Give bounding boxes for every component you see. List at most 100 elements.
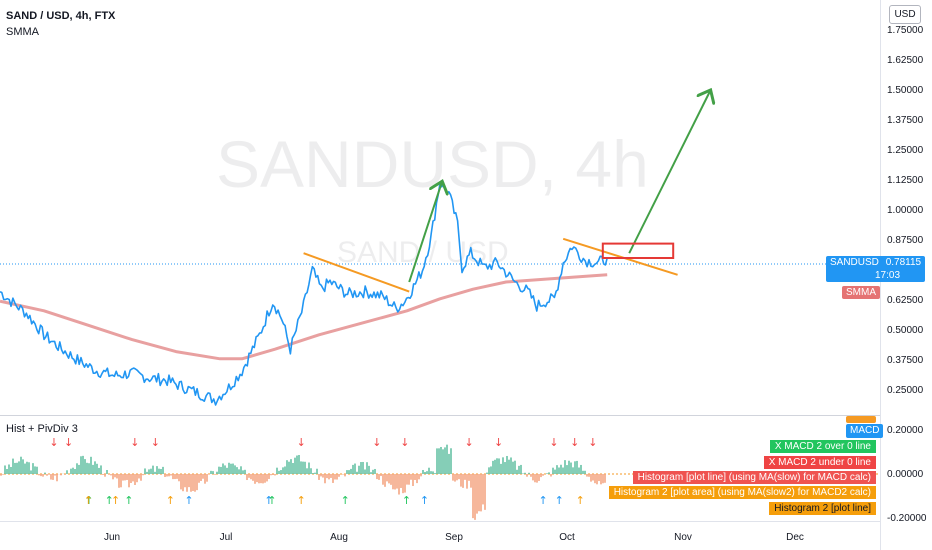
histogram-bar — [336, 474, 338, 480]
histogram-bar — [130, 474, 132, 483]
divergence-down-arrow: ↓ — [151, 436, 160, 449]
histogram-bar — [538, 474, 540, 481]
histogram-bar — [186, 474, 188, 492]
histogram-bar — [162, 466, 164, 474]
histogram-bar — [400, 474, 402, 488]
histogram-bar — [564, 460, 566, 474]
histogram-bar — [522, 473, 524, 474]
symbol-title[interactable]: SAND / USD, 4h, FTX — [6, 10, 116, 22]
histogram-bar — [568, 460, 570, 474]
histogram-bar — [134, 474, 136, 485]
legend-3: Histogram [plot line] (using MA(slow) fo… — [632, 471, 876, 484]
histogram-bar — [0, 474, 2, 476]
histogram-bar — [362, 461, 364, 474]
histogram-bar — [194, 474, 196, 492]
divergence-up-arrow: ↑ — [105, 494, 114, 507]
histogram-bar — [506, 455, 508, 474]
histogram-bar — [508, 459, 510, 474]
histogram-bar — [196, 474, 198, 491]
histogram-bar — [40, 474, 42, 477]
price-tick-label: 1.37500 — [887, 115, 924, 126]
histogram-bar — [142, 474, 144, 476]
histogram-bar — [504, 462, 506, 474]
histogram-bar — [364, 469, 366, 474]
divergence-down-arrow: ↓ — [49, 436, 58, 449]
histogram-bar — [600, 474, 602, 485]
histogram-bar — [304, 461, 306, 474]
histogram-bar — [4, 465, 6, 474]
histogram-bar — [470, 474, 472, 488]
histogram-bar — [436, 448, 438, 474]
indicator-smma-title[interactable]: SMMA — [6, 26, 39, 38]
divergence-up-arrow: ↑ — [576, 494, 585, 507]
histogram-bar — [350, 468, 352, 474]
histogram-bar — [136, 474, 138, 483]
oscillator-axis-ticks: 0.20000 0.00000 -0.20000 — [887, 425, 927, 524]
histogram-bar — [250, 474, 252, 480]
histogram-bar — [532, 474, 534, 481]
histogram-bar — [282, 467, 284, 474]
histogram-bar — [464, 474, 466, 480]
price-line[interactable] — [0, 182, 608, 406]
smma-line[interactable] — [0, 273, 608, 361]
histogram-bar — [602, 474, 604, 484]
histogram-bar — [120, 474, 122, 488]
histogram-bar — [274, 474, 276, 476]
histogram-bar — [590, 474, 592, 482]
price-axis-ticks: 1.75000 1.62500 1.50000 1.37500 1.25000 1.125… — [887, 25, 924, 396]
histogram-bar — [382, 474, 384, 485]
histogram-bar — [518, 465, 520, 474]
projection-arrow[interactable] — [628, 90, 710, 254]
indicator-hist-title[interactable]: Hist + PivDiv 3 — [6, 423, 78, 435]
histogram-bar — [556, 465, 558, 474]
smma-tag: SMMA — [842, 286, 880, 299]
smma-group — [0, 273, 608, 361]
histogram-bar — [182, 474, 184, 492]
resistance-box[interactable] — [601, 242, 675, 260]
histogram-bar — [580, 464, 582, 474]
histogram-bar — [184, 474, 186, 488]
histogram-bar — [214, 474, 216, 475]
histogram-bar — [442, 449, 444, 474]
price-tick-label: 1.62500 — [887, 55, 924, 66]
divergence-up-arrow: ↑ — [555, 494, 564, 507]
histogram-bar — [152, 465, 154, 474]
oscillator-tick-label: 0.00000 — [887, 469, 924, 480]
histogram-bar — [366, 462, 368, 474]
histogram-bar — [116, 474, 118, 479]
histogram-bar — [110, 474, 112, 476]
divergence-down-arrow: ↓ — [494, 436, 503, 449]
time-axis-ticks: Jun Jul Aug Sep Oct Nov Dec — [104, 532, 804, 543]
histogram-bar — [376, 474, 378, 480]
histogram-bar — [332, 474, 334, 483]
divergence-up-arrow: ↑ — [84, 494, 93, 507]
histogram-bar — [596, 474, 598, 485]
histogram-bar — [86, 462, 88, 474]
histogram-bar — [566, 465, 568, 474]
histogram-bar — [30, 470, 32, 474]
histogram-bar — [576, 460, 578, 474]
annotations-group[interactable] — [303, 90, 711, 293]
currency-button[interactable]: USD — [889, 5, 921, 24]
trendline[interactable] — [303, 252, 410, 293]
divergence-up-arrow: ↑ — [267, 494, 276, 507]
histogram-bar — [582, 470, 584, 474]
histogram-bar — [56, 474, 58, 482]
histogram-bar — [534, 474, 536, 483]
legend-4: Histogram 2 [plot area] (using MA(slow2)… — [608, 486, 876, 499]
divergence-up-arrow: ↑ — [297, 494, 306, 507]
price-tick-label: 1.50000 — [887, 85, 924, 96]
histogram-bar — [542, 474, 544, 476]
histogram-bar — [10, 466, 12, 474]
histogram-bar — [148, 469, 150, 474]
projection-arrow[interactable] — [408, 181, 442, 283]
histogram-bar — [234, 465, 236, 474]
histogram-bar — [472, 474, 474, 519]
histogram-bar — [132, 474, 134, 482]
price-tick-label: 0.25000 — [887, 385, 924, 396]
histogram-bar — [26, 461, 28, 474]
trendline[interactable] — [562, 237, 678, 276]
histogram-bar — [420, 474, 422, 477]
histogram-bar — [28, 462, 30, 474]
